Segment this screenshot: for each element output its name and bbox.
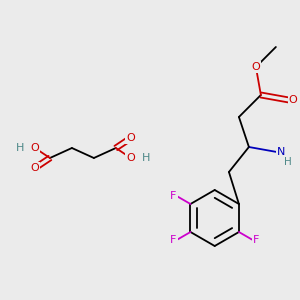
Text: F: F [170, 191, 177, 201]
Text: H: H [284, 157, 292, 167]
Text: F: F [253, 235, 259, 245]
Text: O: O [31, 163, 39, 173]
Text: O: O [251, 62, 260, 72]
Text: O: O [126, 133, 135, 143]
Text: H: H [142, 153, 150, 163]
Text: O: O [31, 143, 39, 153]
Text: O: O [126, 153, 135, 163]
Text: N: N [277, 147, 285, 157]
Text: F: F [170, 235, 177, 245]
Text: O: O [289, 95, 298, 105]
Text: H: H [16, 143, 24, 153]
